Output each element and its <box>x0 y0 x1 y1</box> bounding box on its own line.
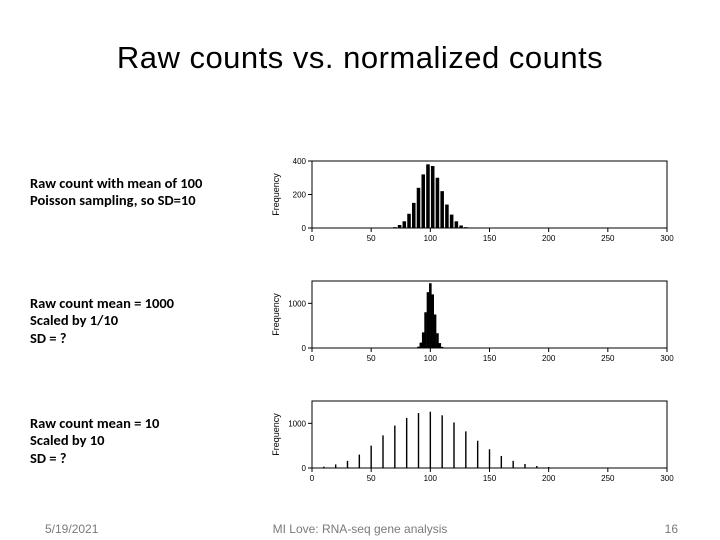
row-1-desc: Raw count with mean of 100 Poisson sampl… <box>30 175 265 210</box>
row-3-histogram: 0 50 100 150 200 250 300 0 1000 Frequency <box>270 395 675 490</box>
svg-text:150: 150 <box>483 354 497 363</box>
svg-text:150: 150 <box>483 234 497 243</box>
svg-text:250: 250 <box>601 354 615 363</box>
row-1-desc-line-1: Raw count with mean of 100 <box>30 175 265 192</box>
svg-text:300: 300 <box>660 354 674 363</box>
svg-text:200: 200 <box>542 474 556 483</box>
row-1: Raw count with mean of 100 Poisson sampl… <box>30 155 690 255</box>
slide-title: Raw counts vs. normalized counts <box>0 40 720 76</box>
row-2-desc: Raw count mean = 1000 Scaled by 1/10 SD … <box>30 295 265 347</box>
svg-text:0: 0 <box>310 474 315 483</box>
footer-page-number: 16 <box>665 522 678 536</box>
row-1-histogram: 0 50 100 150 200 250 300 0 200 400 Frequency <box>270 155 675 250</box>
row-2-desc-line-1: Raw count mean = 1000 <box>30 295 265 312</box>
row-3-desc-line-1: Raw count mean = 10 <box>30 415 265 432</box>
row-2-desc-line-3: SD = ? <box>30 330 265 347</box>
svg-text:250: 250 <box>601 474 615 483</box>
svg-text:200: 200 <box>542 234 556 243</box>
svg-text:Frequency: Frequency <box>271 173 281 216</box>
svg-text:100: 100 <box>424 474 438 483</box>
row-2-histogram: 0 50 100 150 200 250 300 0 1000 Frequency <box>270 275 675 370</box>
row-3-desc: Raw count mean = 10 Scaled by 10 SD = ? <box>30 415 265 467</box>
svg-text:50: 50 <box>367 354 376 363</box>
svg-text:100: 100 <box>424 234 438 243</box>
svg-text:0: 0 <box>302 224 307 233</box>
row-3-desc-line-3: SD = ? <box>30 450 265 467</box>
svg-text:50: 50 <box>367 234 376 243</box>
footer-center: MI Love: RNA-seq gene analysis <box>0 522 720 536</box>
row-3-desc-line-2: Scaled by 10 <box>30 432 265 449</box>
svg-text:1000: 1000 <box>288 419 306 428</box>
svg-text:50: 50 <box>367 474 376 483</box>
row-3: Raw count mean = 10 Scaled by 10 SD = ? … <box>30 395 690 495</box>
svg-text:Frequency: Frequency <box>271 293 281 336</box>
row-2-desc-line-2: Scaled by 1/10 <box>30 312 265 329</box>
svg-text:200: 200 <box>542 354 556 363</box>
svg-text:0: 0 <box>310 354 315 363</box>
svg-text:400: 400 <box>293 157 307 166</box>
svg-text:150: 150 <box>483 474 497 483</box>
svg-text:1000: 1000 <box>288 299 306 308</box>
svg-text:250: 250 <box>601 234 615 243</box>
row-1-desc-line-2: Poisson sampling, so SD=10 <box>30 192 265 209</box>
svg-text:0: 0 <box>302 344 307 353</box>
row-2: Raw count mean = 1000 Scaled by 1/10 SD … <box>30 275 690 375</box>
svg-text:0: 0 <box>302 464 307 473</box>
svg-text:300: 300 <box>660 234 674 243</box>
svg-text:300: 300 <box>660 474 674 483</box>
svg-text:0: 0 <box>310 234 315 243</box>
svg-text:Frequency: Frequency <box>271 413 281 456</box>
svg-text:100: 100 <box>424 354 438 363</box>
svg-text:200: 200 <box>293 191 307 200</box>
